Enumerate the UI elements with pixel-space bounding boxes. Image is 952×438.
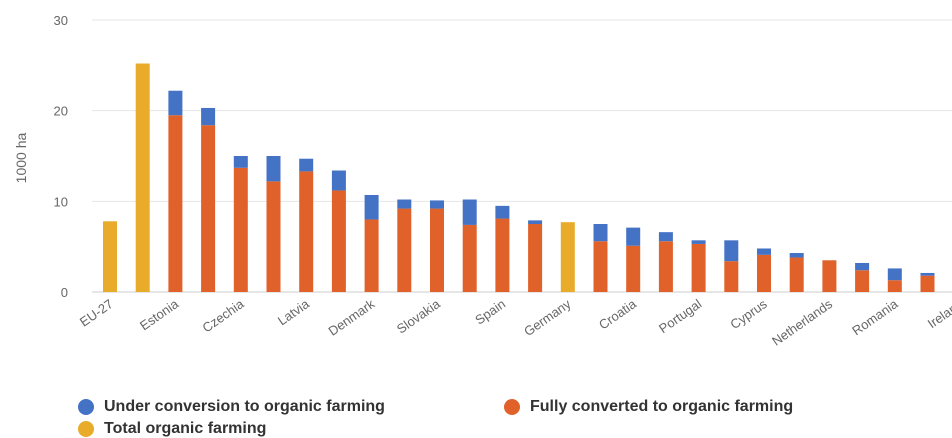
legend-item-total-organic[interactable]: Total organic farming (78, 420, 266, 438)
bar-fully-converted-slovenia (593, 241, 608, 292)
y-tick-label-0: 0 (61, 285, 68, 300)
bar-under-conversion-spain (495, 205, 510, 219)
bar-fully-converted-cyprus (757, 254, 771, 292)
legend-dot-total-organic (78, 421, 94, 437)
x-tick-label-latvia: Latvia (275, 296, 313, 329)
x-tick-label-eu-27: EU-27 (77, 296, 116, 329)
bar-total-eu-27 (103, 221, 117, 292)
bar-fully-converted-france (462, 224, 477, 292)
bar-fully-converted-italy (528, 224, 543, 292)
bar-under-conversion-denmark (364, 194, 379, 220)
bar-under-conversion-lithuania (331, 170, 346, 191)
bar-under-conversion-latvia (299, 158, 314, 172)
bar-fully-converted-lithuania (331, 190, 346, 292)
bar-fully-converted-finland (397, 208, 412, 292)
bar-fully-converted-spain (495, 218, 510, 292)
x-tick-label-cyprus: Cyprus (727, 296, 770, 332)
bar-under-conversion-slovenia (593, 224, 608, 242)
y-axis-label: 1000 ha (13, 132, 29, 183)
bar-fully-converted-austria (266, 181, 281, 292)
bar-fully-converted-hungary (789, 257, 804, 292)
x-tick-label-ireland: Ireland (925, 296, 952, 331)
bar-under-conversion-croatia (626, 227, 641, 246)
bar-under-conversion-estonia (168, 90, 183, 116)
bar-under-conversion-greece (724, 240, 739, 262)
legend-label-total-organic: Total organic farming (104, 420, 267, 437)
bar-fully-converted-luxembourg (855, 270, 870, 292)
bar-under-conversion-cyprus (757, 248, 771, 255)
chart-legend: Under conversion to organic farming Full… (78, 398, 938, 438)
bar-fully-converted-netherlands (822, 260, 837, 292)
y-tick-label-30: 30 (54, 13, 68, 28)
legend-dot-fully-converted (504, 399, 520, 415)
bar-under-conversion-sweden (201, 107, 216, 126)
bar-under-conversion-romania (887, 268, 902, 281)
x-tick-label-slovakia: Slovakia (394, 296, 443, 337)
legend-dot-under-conversion (78, 399, 94, 415)
bar-fully-converted-poland (658, 241, 673, 292)
x-tick-label-croatia: Croatia (596, 296, 640, 333)
organic-farming-chart: 0 10 20 30 1000 ha EU-27 Estonia Czechia Latvia D… (13, 13, 952, 349)
x-tick-label-estonia: Estonia (137, 296, 182, 334)
x-tick-label-portugal: Portugal (656, 296, 704, 336)
bar-fully-converted-greece (724, 261, 739, 292)
x-tick-label-denmark: Denmark (326, 296, 378, 339)
bar-under-conversion-italy (528, 220, 543, 224)
bar-under-conversion-bulgaria (920, 272, 935, 276)
bar-total-belgium (135, 63, 150, 292)
bar-under-conversion-slovakia (430, 200, 444, 209)
bar-under-conversion-finland (397, 199, 412, 209)
x-tick-label-czechia: Czechia (199, 296, 247, 336)
bar-fully-converted-romania (887, 280, 902, 292)
bar-total-germany (560, 222, 575, 292)
bar-fully-converted-sweden (201, 125, 216, 292)
bar-under-conversion-france (462, 199, 477, 225)
x-tick-label-netherlands: Netherlands (769, 296, 835, 349)
bar-fully-converted-portugal (691, 243, 706, 292)
y-tick-label-20: 20 (54, 104, 68, 119)
y-tick-label-10: 10 (54, 194, 68, 209)
bar-fully-converted-czechia (233, 167, 248, 292)
legend-label-under-conversion: Under conversion to organic farming (104, 398, 385, 415)
legend-item-under-conversion[interactable]: Under conversion to organic farming (78, 398, 385, 416)
bar-fully-converted-estonia (168, 115, 183, 292)
bar-fully-converted-croatia (626, 245, 641, 292)
x-tick-label-germany: Germany (521, 296, 574, 339)
bar-under-conversion-austria (266, 156, 281, 182)
x-tick-label-romania: Romania (849, 296, 901, 339)
bar-fully-converted-slovakia (430, 208, 444, 292)
bar-fully-converted-latvia (299, 171, 314, 292)
bar-under-conversion-portugal (691, 240, 706, 244)
bar-fully-converted-denmark (364, 219, 379, 292)
bar-under-conversion-hungary (789, 253, 804, 258)
legend-label-fully-converted: Fully converted to organic farming (530, 398, 794, 415)
legend-item-fully-converted[interactable]: Fully converted to organic farming (504, 398, 793, 416)
bar-under-conversion-luxembourg (855, 262, 870, 271)
bar-fully-converted-bulgaria (920, 275, 935, 292)
x-tick-label-spain: Spain (472, 296, 508, 327)
bar-under-conversion-poland (658, 232, 673, 242)
bar-under-conversion-czechia (233, 156, 248, 168)
